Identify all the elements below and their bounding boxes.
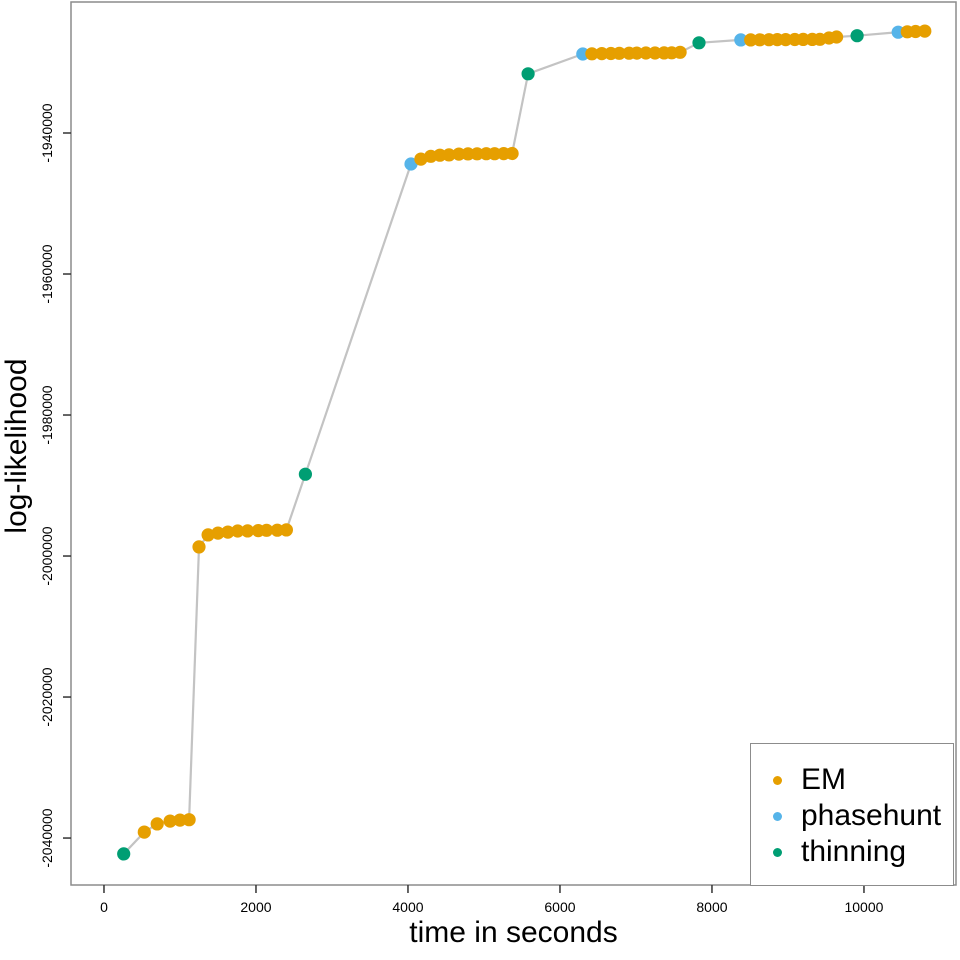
data-point-EM: [192, 540, 206, 554]
y-tick-label: -2040000: [39, 808, 55, 867]
data-point-EM: [648, 46, 662, 60]
y-tick-label: -1960000: [39, 244, 55, 303]
data-point-phasehunt: [404, 157, 418, 171]
data-point-EM: [505, 146, 519, 161]
data-point-EM: [182, 813, 196, 827]
data-point-EM: [918, 24, 932, 38]
trace-line: [122, 30, 926, 856]
data-point-EM: [137, 825, 151, 839]
x-tick-label: 2000: [240, 899, 271, 915]
data-point-EM: [221, 525, 235, 539]
data-point-EM: [470, 147, 484, 161]
data-point-thinning: [692, 36, 706, 50]
data-point-EM: [150, 817, 164, 831]
x-tick-label: 0: [100, 899, 108, 915]
legend-label-thinning: thinning: [801, 835, 907, 868]
x-tick-label: 8000: [696, 899, 727, 915]
data-point-phasehunt: [734, 33, 748, 47]
y-tick-label: -1980000: [39, 385, 55, 444]
data-point-EM: [461, 147, 475, 161]
data-point-EM: [744, 33, 758, 47]
data-point-EM: [595, 47, 609, 61]
data-point-EM: [639, 46, 653, 60]
legend-label-phasehunt: phasehunt: [801, 799, 942, 832]
legend-item-em: EM: [751, 763, 846, 796]
data-point-EM: [779, 33, 793, 47]
data-point-EM: [414, 152, 428, 166]
data-point-EM: [753, 33, 767, 47]
data-point-EM: [241, 524, 255, 538]
data-point-EM: [201, 528, 215, 542]
data-point-EM: [260, 523, 274, 537]
data-point-EM: [231, 524, 245, 538]
data-point-EM: [830, 30, 844, 44]
data-point-EM: [612, 46, 626, 60]
em-dot-icon: [773, 775, 782, 785]
phasehunt-dot-icon: [773, 811, 782, 821]
x-tick-label: 10000: [844, 899, 883, 915]
legend: EM phasehunt thinning: [750, 743, 954, 886]
y-axis-title: log-likelihood: [0, 358, 33, 534]
x-axis-title: time in seconds: [409, 916, 618, 949]
x-tick-label: 4000: [392, 899, 423, 915]
legend-label-em: EM: [801, 763, 846, 796]
legend-item-phasehunt: phasehunt: [751, 799, 942, 832]
data-point-EM: [211, 526, 225, 540]
data-point-EM: [585, 47, 599, 61]
data-point-thinning: [850, 29, 864, 43]
data-point-EM: [163, 814, 177, 828]
data-point-EM: [442, 148, 456, 162]
data-point-EM: [796, 32, 810, 47]
thinning-dot-icon: [773, 847, 782, 857]
data-point-thinning: [521, 67, 535, 81]
data-point-thinning: [117, 847, 131, 861]
x-tick-label: 6000: [544, 899, 575, 915]
data-point-thinning: [298, 467, 312, 481]
plot-frame: [70, 1, 957, 886]
y-tick-label: -1940000: [39, 103, 55, 162]
y-tick-label: -2020000: [39, 667, 55, 726]
y-tick-label: -2000000: [39, 526, 55, 585]
legend-item-thinning: thinning: [751, 835, 907, 868]
data-point-EM: [673, 45, 687, 59]
data-point-EM: [488, 147, 502, 161]
data-point-EM: [630, 46, 644, 60]
data-point-EM: [279, 523, 293, 537]
